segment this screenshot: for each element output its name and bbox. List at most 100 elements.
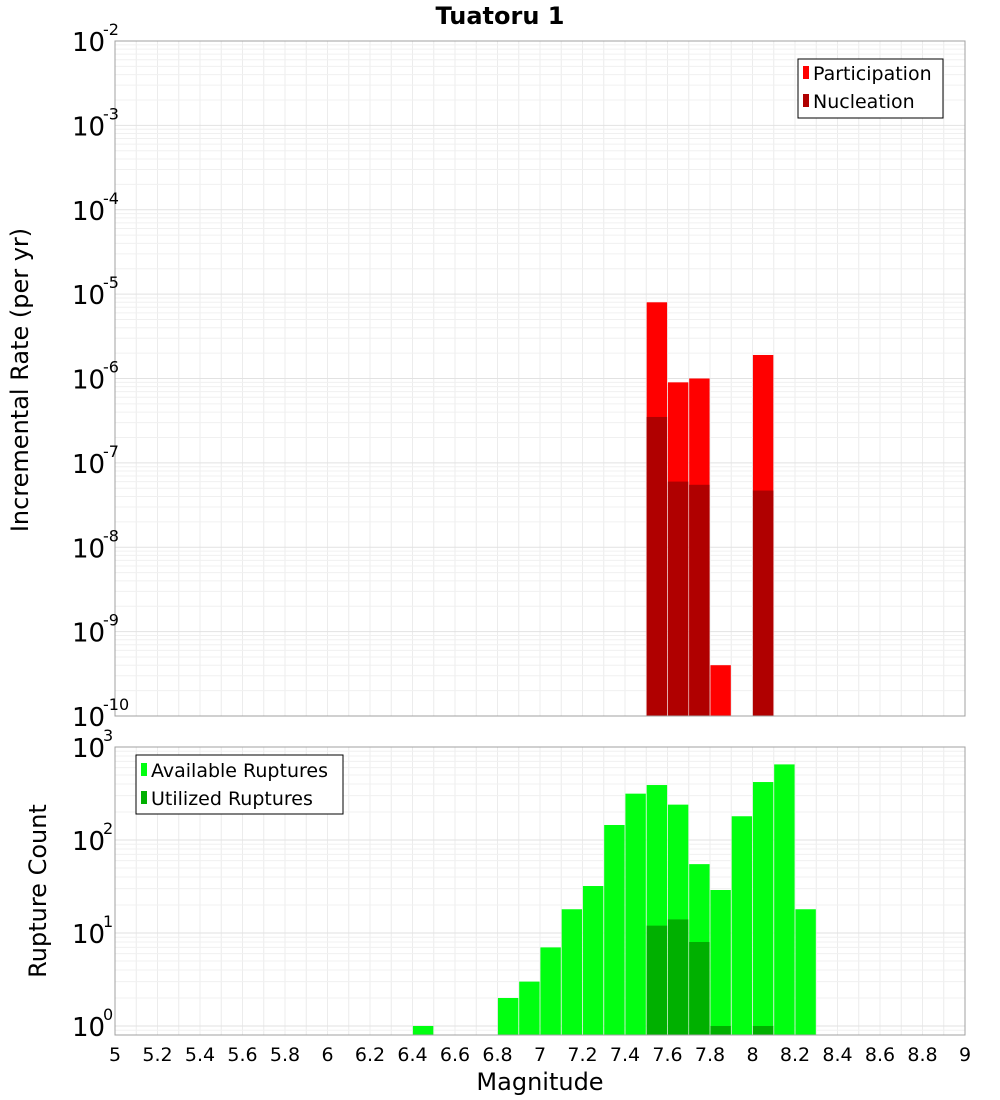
available-ruptures-bar <box>519 981 540 1035</box>
nucleation-bar <box>689 484 710 716</box>
available-ruptures-bar <box>604 824 625 1035</box>
x-tick-label: 6.2 <box>355 1044 385 1066</box>
utilized-ruptures-bar <box>752 1025 774 1035</box>
y-tick-exponent: -7 <box>103 442 119 461</box>
x-tick-label: 7.2 <box>567 1044 597 1066</box>
y-tick-base: 10 <box>72 920 105 950</box>
y-tick-exponent: -6 <box>103 358 119 377</box>
available-ruptures-bar <box>774 764 795 1035</box>
y-tick-label: 10-5 <box>72 273 119 311</box>
utilized-ruptures-bar <box>667 919 689 1035</box>
y-tick-exponent: -10 <box>103 695 129 714</box>
y-tick-base: 10 <box>72 366 105 396</box>
y-tick-base: 10 <box>72 28 105 58</box>
y-tick-base: 10 <box>72 450 105 480</box>
available-ruptures-bar <box>497 997 519 1035</box>
count-legend: Available Ruptures Utilized Ruptures <box>135 754 344 815</box>
utilized-legend-swatch <box>141 791 147 804</box>
utilized-ruptures-bar <box>689 942 710 1035</box>
y-tick-exponent: 2 <box>103 819 113 838</box>
x-tick-label: 6 <box>321 1044 333 1066</box>
x-tick-label: 6.6 <box>440 1044 470 1066</box>
y-tick-base: 10 <box>72 112 105 142</box>
nucleation-bar <box>646 416 668 716</box>
participation-legend-label: Participation <box>813 63 932 85</box>
y-tick-exponent: -4 <box>103 189 119 208</box>
available-ruptures-bar <box>561 909 583 1035</box>
y-tick-exponent: -5 <box>103 273 119 292</box>
rate-plot-frame <box>114 40 966 717</box>
x-tick-label: 5 <box>109 1044 121 1066</box>
x-tick-label: 8.8 <box>907 1044 937 1066</box>
y-tick-exponent: 0 <box>103 1005 113 1024</box>
participation-bar <box>710 665 731 716</box>
count-bars <box>412 764 816 1035</box>
count-y-axis-label: Rupture Count <box>24 804 52 978</box>
y-tick-label: 101 <box>72 912 113 950</box>
x-tick-label: 5.2 <box>142 1044 172 1066</box>
y-tick-base: 10 <box>72 281 105 311</box>
available-legend-swatch <box>141 763 147 776</box>
rate-grid <box>114 40 966 717</box>
x-tick-label: 8.2 <box>780 1044 810 1066</box>
utilized-legend-label: Utilized Ruptures <box>151 788 313 810</box>
rate-bars <box>646 302 774 716</box>
y-tick-label: 10-3 <box>72 104 119 142</box>
x-tick-label: 5.4 <box>185 1044 215 1066</box>
count-legend-box <box>135 754 344 815</box>
available-legend-label: Available Ruptures <box>151 760 328 782</box>
y-tick-label: 10-9 <box>72 611 119 649</box>
y-tick-exponent: -2 <box>103 20 119 39</box>
x-tick-label: 8.6 <box>865 1044 895 1066</box>
x-tick-label: 9 <box>959 1044 971 1066</box>
y-tick-label: 102 <box>72 819 113 857</box>
x-tick-label: 6.8 <box>482 1044 512 1066</box>
x-tick-label: 7.6 <box>652 1044 682 1066</box>
x-tick-label: 5.6 <box>227 1044 257 1066</box>
y-tick-label: 103 <box>72 726 113 764</box>
y-tick-label: 10-6 <box>72 358 119 396</box>
nucleation-legend-swatch <box>803 94 809 107</box>
x-tick-label: 6.4 <box>397 1044 427 1066</box>
nucleation-bar <box>752 490 774 716</box>
rate-legend: Participation Nucleation <box>797 58 944 119</box>
y-tick-base: 10 <box>72 827 105 857</box>
y-tick-exponent: 1 <box>103 912 113 931</box>
magnitude-x-ticks: 5 5.2 5.4 5.6 5.8 6 6.2 6.4 6.6 6.8 7 7.2 7.4 7.6 7.8 8… <box>109 1044 971 1066</box>
magnitude-x-axis-label: Magnitude <box>476 1068 603 1096</box>
y-tick-base: 10 <box>72 1013 105 1043</box>
nucleation-bar <box>667 481 689 716</box>
available-ruptures-bar <box>795 909 816 1035</box>
y-tick-exponent: -9 <box>103 611 119 630</box>
x-tick-label: 8.4 <box>822 1044 852 1066</box>
y-tick-label: 10-2 <box>72 20 119 58</box>
y-tick-label: 100 <box>72 1005 113 1043</box>
x-tick-label: 8 <box>746 1044 758 1066</box>
x-tick-label: 5.8 <box>270 1044 300 1066</box>
x-tick-label: 7.4 <box>610 1044 640 1066</box>
participation-legend-swatch <box>803 66 809 79</box>
y-tick-exponent: -3 <box>103 104 119 123</box>
utilized-ruptures-bar <box>710 1025 731 1035</box>
y-tick-label: 10-8 <box>72 526 119 564</box>
available-ruptures-bar <box>752 782 774 1035</box>
nucleation-legend-label: Nucleation <box>813 91 915 113</box>
y-tick-base: 10 <box>72 734 105 764</box>
x-tick-label: 7 <box>534 1044 546 1066</box>
rate-legend-box <box>797 58 944 119</box>
rate-y-axis-label: Incremental Rate (per yr) <box>6 228 34 532</box>
x-tick-label: 7.8 <box>695 1044 725 1066</box>
y-tick-base: 10 <box>72 703 105 733</box>
y-tick-base: 10 <box>72 619 105 649</box>
available-ruptures-bar <box>540 947 561 1035</box>
y-tick-exponent: 3 <box>103 726 113 745</box>
y-tick-label: 10-4 <box>72 189 119 227</box>
chart-title: Tuatoru 1 <box>436 2 565 30</box>
y-tick-exponent: -8 <box>103 526 119 545</box>
available-ruptures-bar <box>625 793 646 1035</box>
